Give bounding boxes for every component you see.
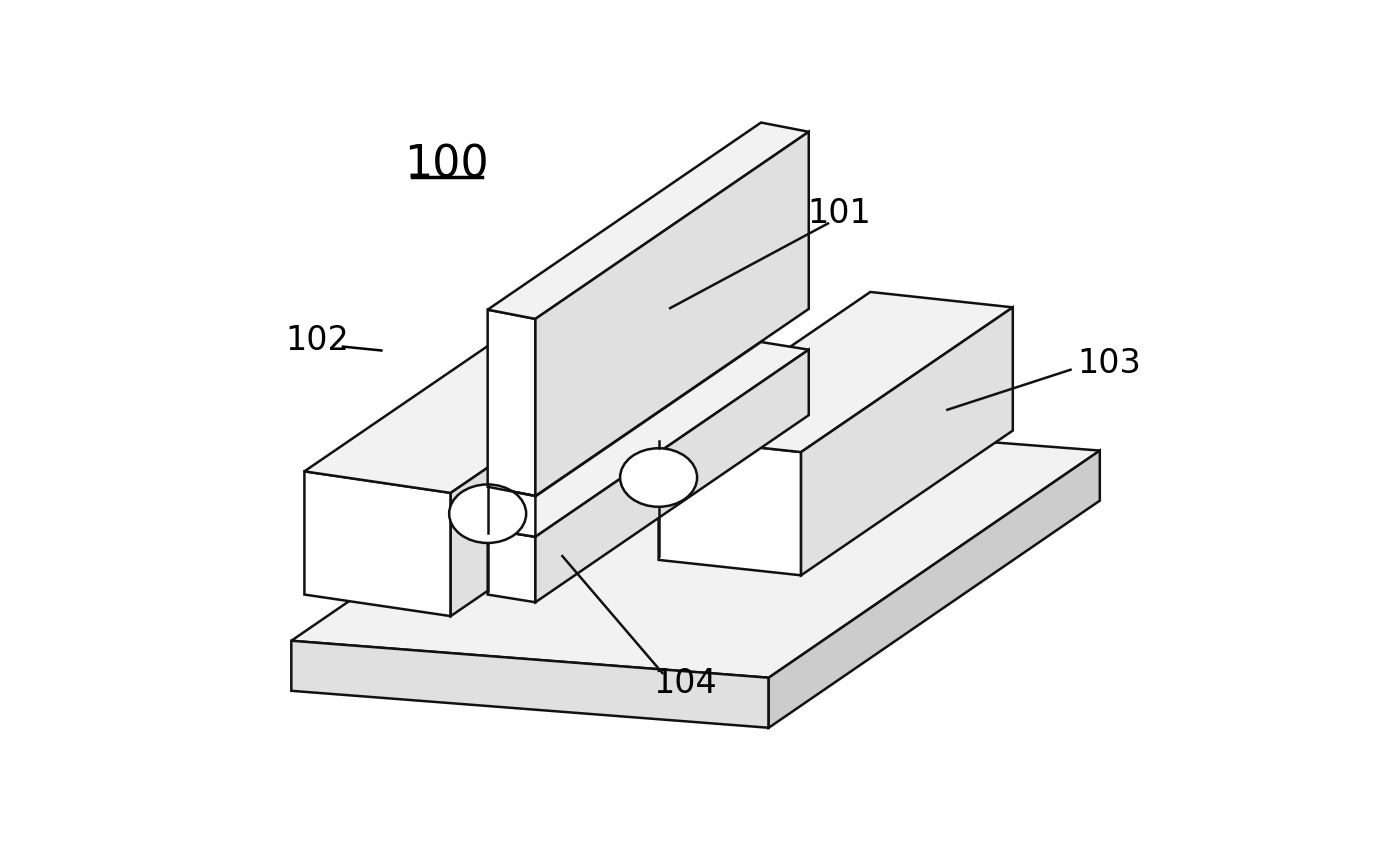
Text: 104: 104	[654, 667, 718, 700]
Text: 102: 102	[285, 324, 349, 357]
Polygon shape	[291, 641, 769, 728]
Polygon shape	[536, 349, 808, 602]
Polygon shape	[488, 342, 808, 537]
Polygon shape	[536, 131, 808, 496]
Polygon shape	[488, 487, 536, 537]
Polygon shape	[801, 307, 1013, 575]
Polygon shape	[451, 349, 662, 616]
Text: 101: 101	[808, 197, 871, 230]
Ellipse shape	[620, 449, 697, 507]
Text: 103: 103	[1077, 347, 1141, 380]
Polygon shape	[658, 292, 1013, 452]
Polygon shape	[488, 529, 536, 602]
Polygon shape	[305, 326, 662, 493]
Ellipse shape	[449, 484, 526, 543]
Polygon shape	[488, 123, 808, 319]
Polygon shape	[769, 450, 1100, 728]
Polygon shape	[658, 437, 801, 575]
Polygon shape	[488, 310, 536, 496]
Text: 100: 100	[405, 143, 490, 187]
Polygon shape	[305, 471, 451, 616]
Polygon shape	[291, 414, 1100, 678]
